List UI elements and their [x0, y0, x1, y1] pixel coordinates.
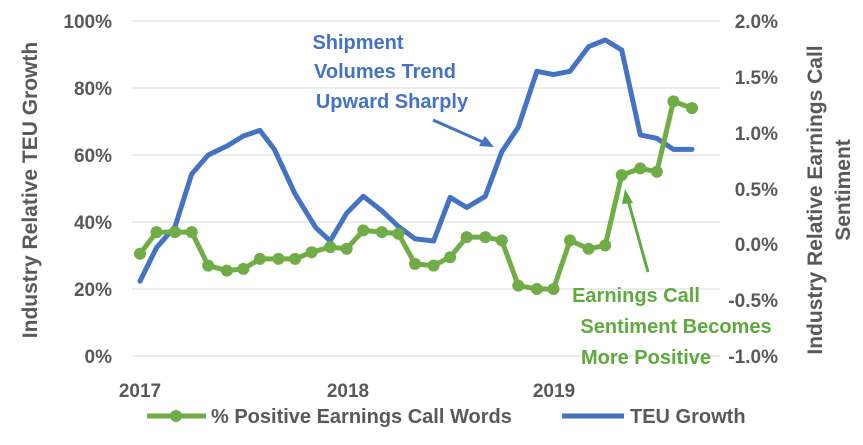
positive-words-point [667, 95, 680, 108]
right-tick-label: 1.5% [735, 68, 778, 89]
right-tick-label: 1.0% [735, 124, 778, 145]
positive-words-point [375, 226, 388, 239]
annotation-shipment-arrowhead [479, 136, 494, 147]
positive-words-point [134, 247, 146, 260]
left-axis-ticks: 0% 20% 40% 60% 80% 100% [63, 12, 112, 368]
annotation-earnings-line: More Positive [581, 347, 711, 369]
positive-words-series [134, 95, 698, 295]
annotation-earnings: Earnings Call Sentiment Becomes More Pos… [572, 189, 772, 369]
positive-words-point [237, 262, 250, 275]
positive-words-point [460, 231, 473, 244]
right-tick-label: 0.5% [735, 180, 778, 201]
positive-words-point [392, 227, 405, 240]
left-tick-label: 20% [74, 280, 112, 301]
positive-words-point [512, 279, 525, 292]
positive-words-point [305, 246, 318, 259]
right-tick-label: -0.5% [728, 291, 778, 312]
left-tick-label: 80% [74, 79, 112, 100]
positive-words-point [272, 252, 285, 265]
legend: % Positive Earnings Call Words TEU Growt… [147, 406, 746, 428]
legend-label-positive-words: % Positive Earnings Call Words [211, 406, 512, 428]
right-axis-ticks: -1.0% -0.5% 0.0% 0.5% 1.0% 1.5% 2.0% [728, 12, 778, 368]
legend-label-teu: TEU Growth [630, 406, 746, 428]
legend-marker-positive-words [170, 410, 182, 422]
right-axis-title-line1: Industry Relative Earnings Call [804, 45, 827, 354]
x-tick-label: 2018 [327, 381, 369, 402]
positive-words-point [324, 241, 337, 254]
positive-words-point [340, 242, 353, 255]
positive-words-point [615, 169, 628, 182]
right-tick-label: 2.0% [735, 12, 778, 33]
positive-words-point [427, 259, 440, 272]
positive-words-point [547, 283, 560, 295]
positive-words-point [220, 264, 233, 277]
positive-words-point [495, 234, 508, 247]
positive-words-point [150, 226, 163, 239]
positive-words-point [650, 165, 663, 178]
positive-words-point [289, 252, 302, 265]
positive-words-point [357, 224, 370, 237]
right-tick-label: 0.0% [735, 235, 778, 256]
annotation-shipment-line: Volumes Trend [314, 61, 456, 83]
teu-growth-series [137, 37, 695, 284]
positive-words-point [686, 102, 698, 115]
right-tick-label: -1.0% [728, 347, 778, 368]
right-axis-title-line2: Sentiment [832, 139, 855, 241]
annotation-shipment-line: Shipment [312, 32, 403, 54]
annotation-shipment: Shipment Volumes Trend Upward Sharply [312, 32, 494, 147]
annotation-earnings-arrowhead [622, 189, 633, 204]
annotation-earnings-arrow [626, 199, 650, 273]
positive-words-point [444, 251, 457, 264]
gridlines [132, 20, 720, 357]
positive-words-point [530, 283, 543, 295]
positive-words-point [479, 231, 492, 244]
left-tick-label: 100% [63, 12, 112, 33]
annotation-earnings-line: Sentiment Becomes [580, 316, 771, 338]
positive-words-point [564, 234, 576, 247]
annotation-shipment-arrow [432, 118, 486, 145]
left-tick-label: 40% [74, 213, 112, 234]
positive-words-point [185, 226, 198, 239]
left-axis-title: Industry Relative TEU Growth [19, 42, 42, 338]
left-tick-label: 60% [74, 146, 112, 167]
positive-words-point [599, 239, 612, 252]
positive-words-point [634, 162, 647, 175]
annotation-earnings-line: Earnings Call [572, 285, 700, 307]
x-tick-label: 2019 [533, 381, 575, 402]
x-tick-label: 2017 [119, 381, 161, 402]
positive-words-point [582, 242, 595, 255]
annotation-shipment-line: Upward Sharply [316, 91, 469, 113]
x-axis-ticks: 2017 2018 2019 [119, 381, 575, 402]
teu-growth-line [137, 37, 695, 284]
positive-words-point [409, 257, 421, 270]
left-tick-label: 0% [85, 347, 113, 368]
positive-words-point [202, 259, 215, 272]
positive-words-point [169, 226, 182, 239]
positive-words-point [253, 252, 266, 265]
